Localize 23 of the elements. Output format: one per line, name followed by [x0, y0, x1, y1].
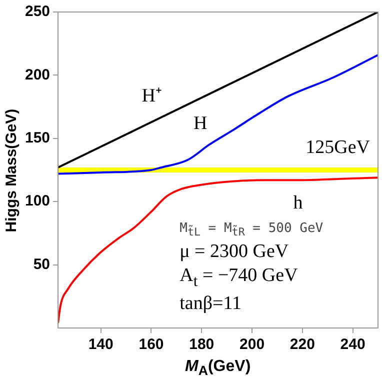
- annotation: tanβ=11: [180, 292, 242, 315]
- y-axis-title: Higgs Mass(GeV): [2, 108, 20, 232]
- x-tick-label: 220: [290, 336, 315, 354]
- y-tick-label: 100: [24, 192, 50, 210]
- band-label: 125GeV: [306, 136, 370, 158]
- annotation: A$_{t}$ = −740 GeV: [180, 264, 298, 290]
- x-tick-label: 160: [138, 336, 164, 354]
- x-tick-label: 140: [88, 336, 114, 354]
- annotation: μ = 2300 GeV: [180, 240, 289, 263]
- series-label: H: [194, 112, 208, 134]
- line-series: [58, 176, 378, 324]
- y-tick-label: 150: [24, 130, 50, 147]
- y-tick-label: 200: [24, 66, 50, 84]
- y-tick-label: 250: [24, 3, 50, 20]
- annotation: M$_{t̃L}$ = M$_{t̃R}$ = 500 GeV: [180, 220, 324, 238]
- y-tick-label: 50: [33, 256, 50, 273]
- x-tick-label: 240: [340, 336, 366, 354]
- series-label: H⁺: [142, 86, 162, 107]
- series-label: h: [293, 192, 304, 214]
- x-tick-label: 180: [189, 336, 214, 354]
- line-series: [58, 54, 378, 175]
- x-tick-label: 200: [240, 336, 265, 354]
- x-axis-title: M$_{A}$(GeV): [185, 358, 251, 378]
